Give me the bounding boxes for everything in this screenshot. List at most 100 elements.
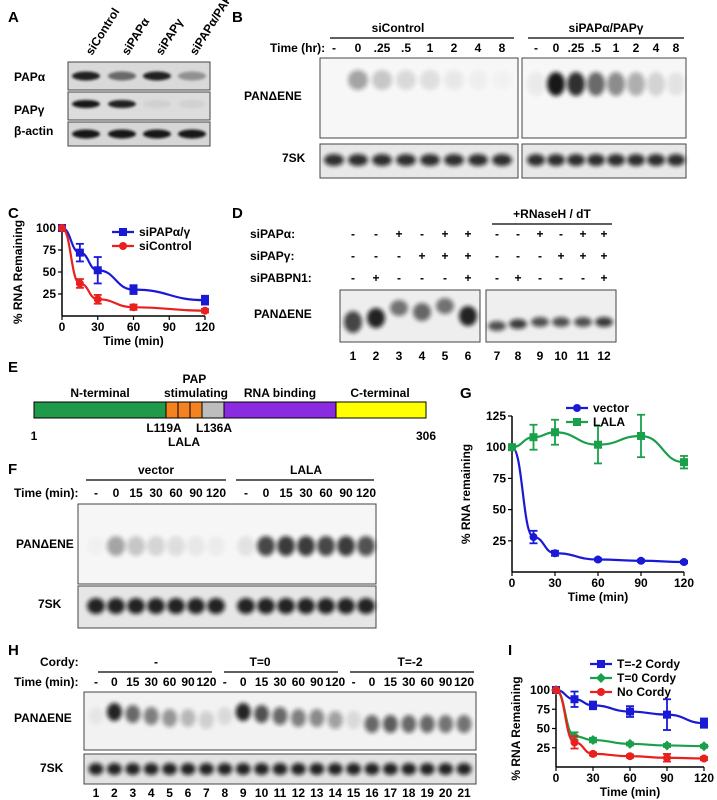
x-tick-label: 30 [91, 320, 105, 334]
band-a-papg [143, 100, 171, 108]
y-tick-label: 50 [537, 722, 551, 736]
x-axis-title: Time (min) [600, 785, 660, 799]
band-b-pan-left [420, 70, 440, 90]
panel-h: Cordy: - T=0 T=-2 Time (min): -0 15 30 60 90… [14, 655, 477, 800]
time-tick-f: 90 [189, 486, 203, 500]
y-tick-label: 75 [43, 243, 57, 257]
band-b-7sk-right [587, 154, 605, 166]
treatment-label: +RNaseH / dT [513, 207, 591, 221]
y-tick-label: 50 [43, 265, 57, 279]
time-tick-f: 30 [299, 486, 313, 500]
band-a-papa [178, 71, 206, 81]
sign-cell: + [536, 227, 543, 241]
sign-cell: - [374, 249, 378, 263]
group-label-none: - [154, 655, 158, 669]
band-h-pan [382, 715, 398, 733]
band-h-7sk [180, 763, 196, 775]
data-point [680, 458, 688, 467]
time-tick-b-left: .25 [374, 41, 391, 55]
blot-label-bactin: β-actin [14, 124, 53, 138]
panel-label-e: E [8, 359, 18, 376]
band-h-7sk [290, 763, 306, 775]
legend-label: No Cordy [617, 685, 671, 699]
y-tick-label: 25 [43, 287, 57, 301]
band-a-actin [108, 129, 136, 139]
band-d [367, 308, 385, 328]
legend-label: vector [593, 401, 629, 415]
data-point [570, 738, 579, 747]
band-h-7sk [438, 763, 454, 775]
lane-numbers-d: 1 2 3 4 5 6 7 8 9 10 11 12 [350, 349, 611, 363]
lane-number-d: 7 [494, 349, 501, 363]
lane-number-h: 15 [347, 786, 361, 800]
band-b-pan-right [567, 72, 585, 96]
domain-label-rna-binding: RNA binding [244, 386, 316, 400]
band-b-pan-right [647, 72, 665, 96]
x-tick-label: 120 [674, 576, 694, 590]
band-b-pan-left [396, 70, 416, 90]
band-b-pan-left [348, 70, 368, 90]
residue-end: 306 [416, 429, 436, 443]
band-b-pan-left [372, 70, 392, 90]
band-h-pan [217, 707, 233, 725]
time-tick-f: 30 [149, 486, 163, 500]
band-d [459, 306, 477, 326]
band-b-7sk-left [396, 154, 416, 166]
band-a-actin [178, 129, 206, 139]
x-tick-label: 30 [548, 576, 562, 590]
lane-number-h: 13 [310, 786, 324, 800]
time-tick-b-left: .5 [401, 41, 411, 55]
chart-c: 0 30 60 90 120 25 50 75 100 Time (min) % RNA Remai… [11, 220, 215, 348]
band-b-pan-right [607, 72, 625, 96]
time-tick-h: 120 [325, 675, 345, 689]
panel-label-b: B [232, 9, 243, 26]
panel-label-d: D [232, 205, 243, 222]
band-h-7sk [327, 763, 343, 775]
time-label-f: Time (min): [14, 486, 78, 500]
y-tick-label: 125 [486, 409, 506, 423]
band-f-pan [337, 536, 355, 556]
panel-label-g: G [460, 385, 472, 402]
band-f-pan [237, 536, 255, 556]
data-point [589, 701, 597, 710]
time-tick-h: 15 [384, 675, 398, 689]
lane-number-h: 1 [93, 786, 100, 800]
domain-c-terminal [335, 401, 427, 419]
time-tick-b-left: 2 [451, 41, 458, 55]
lane-number-d: 4 [419, 349, 426, 363]
sign-cell: + [600, 271, 607, 285]
time-labels-h: -0 15 30 60 90 120-0 15 30 60 90 120-0 15 30 60 90 120 [94, 675, 474, 689]
data-point [589, 749, 597, 758]
band-f-7sk [167, 598, 185, 614]
time-tick-h: 0 [369, 675, 376, 689]
band-h-pan [346, 711, 362, 729]
x-tick-label: 90 [660, 771, 674, 785]
band-h-7sk [401, 763, 417, 775]
time-tick-h: 120 [454, 675, 474, 689]
x-tick-label: 60 [127, 320, 141, 334]
blot-f-bands [87, 536, 375, 614]
y-tick-label: 25 [537, 741, 551, 755]
data-point [594, 440, 602, 449]
y-axis-title: % RNA Remaining [509, 676, 523, 780]
lane-number-h: 5 [166, 786, 173, 800]
time-tick-h: 90 [181, 675, 195, 689]
lane-number-d: 5 [442, 349, 449, 363]
band-b-pan-left [492, 70, 512, 90]
lane-number-d: 9 [537, 349, 544, 363]
domain-rna-binding [223, 401, 337, 419]
time-tick-h: - [352, 675, 356, 689]
band-b-7sk-right [547, 154, 565, 166]
data-point [700, 719, 708, 728]
row-label-sipapg: siPAPγ: [250, 249, 294, 263]
time-tick-f: 0 [113, 486, 120, 500]
band-f-7sk [357, 598, 375, 614]
band-h-7sk [106, 763, 122, 775]
band-h-pan [162, 709, 178, 727]
band-f-7sk [207, 598, 225, 614]
data-point [626, 707, 634, 716]
time-tick-h: 60 [421, 675, 435, 689]
band-b-7sk-right [567, 154, 585, 166]
band-d [413, 303, 431, 321]
